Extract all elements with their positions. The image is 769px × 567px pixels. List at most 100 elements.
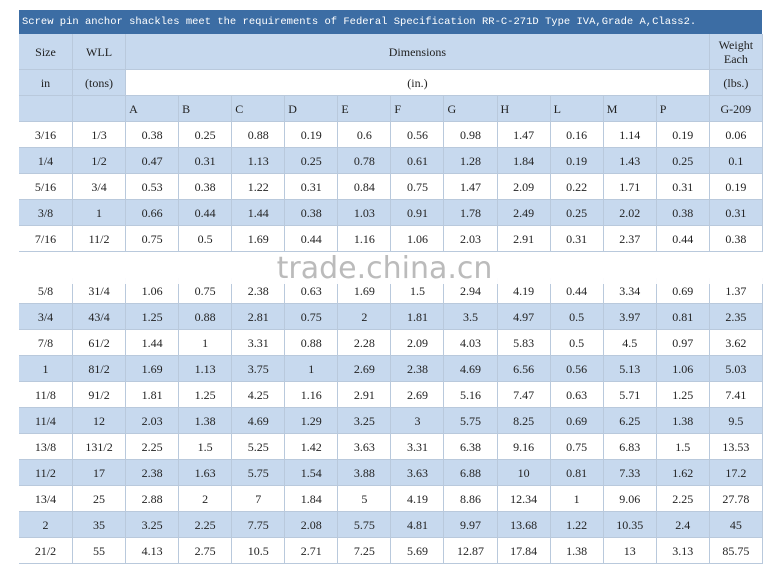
table-cell: 2.91 bbox=[338, 382, 392, 408]
table-cell: 1.47 bbox=[444, 174, 498, 200]
table-cell: 0.63 bbox=[550, 382, 604, 408]
table-cell: 1.03 bbox=[338, 200, 392, 226]
table-cell: 4.19 bbox=[497, 278, 551, 304]
table-cell: 0.19 bbox=[656, 122, 710, 148]
table-cell: 0.75 bbox=[550, 434, 604, 460]
column-label: G-209 bbox=[709, 96, 763, 122]
unit-cell: in bbox=[19, 70, 73, 96]
table-cell: 0.47 bbox=[126, 148, 180, 174]
table-cell: 0.38 bbox=[709, 226, 763, 252]
table-cell: 2.69 bbox=[391, 382, 445, 408]
table-cell: 2.25 bbox=[126, 434, 180, 460]
table-cell: 1.22 bbox=[232, 174, 286, 200]
table-cell: 81/2 bbox=[73, 356, 127, 382]
table-cell: 1.16 bbox=[285, 382, 339, 408]
table-cell: 1 bbox=[179, 330, 233, 356]
table-cell: 0.91 bbox=[391, 200, 445, 226]
table-cell: 0.44 bbox=[179, 200, 233, 226]
table-cell: 0.56 bbox=[550, 356, 604, 382]
table-cell: 11/2 bbox=[73, 226, 127, 252]
table-cell: 3.97 bbox=[603, 304, 657, 330]
column-cell bbox=[19, 96, 73, 122]
table-cell: 3.75 bbox=[232, 356, 286, 382]
table-cell: 1.81 bbox=[391, 304, 445, 330]
table-cell: 13.53 bbox=[709, 434, 763, 460]
table-cell: 2.94 bbox=[444, 278, 498, 304]
table-cell: 55 bbox=[73, 538, 127, 564]
unit-cell: (tons) bbox=[73, 70, 127, 96]
table-cell: 5.03 bbox=[709, 356, 763, 382]
table-cell: 0.5 bbox=[550, 330, 604, 356]
table-cell: 5.75 bbox=[232, 460, 286, 486]
table-cell: 45 bbox=[709, 512, 763, 538]
table-cell: 0.75 bbox=[126, 226, 180, 252]
table-cell: 0.31 bbox=[656, 174, 710, 200]
table-cell: 0.38 bbox=[179, 174, 233, 200]
table-cell: 0.75 bbox=[285, 304, 339, 330]
table-cell: 1.78 bbox=[444, 200, 498, 226]
table-cell: 4.03 bbox=[444, 330, 498, 356]
table-cell: 4.69 bbox=[444, 356, 498, 382]
header-cell: Size bbox=[19, 34, 73, 70]
table-cell: 17.2 bbox=[709, 460, 763, 486]
table-cell: 6.56 bbox=[497, 356, 551, 382]
table-cell: 2 bbox=[338, 304, 392, 330]
table-cell: 5.83 bbox=[497, 330, 551, 356]
table-cell: 3.25 bbox=[126, 512, 180, 538]
table-cell: 1.29 bbox=[285, 408, 339, 434]
table-cell: 7.33 bbox=[603, 460, 657, 486]
table-cell: 1.81 bbox=[126, 382, 180, 408]
table-cell: 91/2 bbox=[73, 382, 127, 408]
table-cell: 0.6 bbox=[338, 122, 392, 148]
table-cell: 0.69 bbox=[550, 408, 604, 434]
table-cell: 5.75 bbox=[338, 512, 392, 538]
table-cell: 0.98 bbox=[444, 122, 498, 148]
column-label: A bbox=[126, 96, 180, 122]
table-cell: 0.31 bbox=[550, 226, 604, 252]
table-cell: 1 bbox=[73, 200, 127, 226]
table-cell: 1.5 bbox=[179, 434, 233, 460]
header-cell: Weight Each bbox=[709, 34, 763, 70]
table-cell: 0.19 bbox=[550, 148, 604, 174]
table-cell: 2.38 bbox=[232, 278, 286, 304]
table-cell: 2.02 bbox=[603, 200, 657, 226]
table-cell: 2.37 bbox=[603, 226, 657, 252]
table-cell: 0.88 bbox=[179, 304, 233, 330]
table-cell: 3/4 bbox=[19, 304, 73, 330]
column-label: E bbox=[338, 96, 392, 122]
column-label: C bbox=[232, 96, 286, 122]
table-cell: 0.61 bbox=[391, 148, 445, 174]
table-cell: 2.49 bbox=[497, 200, 551, 226]
table-cell: 25 bbox=[73, 486, 127, 512]
table-cell: 0.44 bbox=[656, 226, 710, 252]
table-cell: 0.19 bbox=[285, 122, 339, 148]
table-cell: 1.25 bbox=[179, 382, 233, 408]
column-label: M bbox=[603, 96, 657, 122]
table-cell: 0.66 bbox=[126, 200, 180, 226]
table-cell: 1.25 bbox=[656, 382, 710, 408]
table-cell: 0.38 bbox=[656, 200, 710, 226]
table-cell: 1.63 bbox=[179, 460, 233, 486]
table-cell: 0.16 bbox=[550, 122, 604, 148]
table-cell: 1 bbox=[285, 356, 339, 382]
table-cell: 0.19 bbox=[709, 174, 763, 200]
table-cell: 4.81 bbox=[391, 512, 445, 538]
table-cell: 131/2 bbox=[73, 434, 127, 460]
table-cell: 7.47 bbox=[497, 382, 551, 408]
table-cell: 2.09 bbox=[391, 330, 445, 356]
table-cell: 9.16 bbox=[497, 434, 551, 460]
table-cell: 5/8 bbox=[19, 278, 73, 304]
table-cell: 3.63 bbox=[338, 434, 392, 460]
table-cell: 2.03 bbox=[444, 226, 498, 252]
table-cell: 1.38 bbox=[179, 408, 233, 434]
table-cell: 4.5 bbox=[603, 330, 657, 356]
table-cell: 1.25 bbox=[126, 304, 180, 330]
table-cell: 1/4 bbox=[19, 148, 73, 174]
table-cell: 1.69 bbox=[338, 278, 392, 304]
table-cell: 9.97 bbox=[444, 512, 498, 538]
table-cell: 1.71 bbox=[603, 174, 657, 200]
table-cell: 0.69 bbox=[656, 278, 710, 304]
table-cell: 0.06 bbox=[709, 122, 763, 148]
table-cell: 5.69 bbox=[391, 538, 445, 564]
table-cell: 85.75 bbox=[709, 538, 763, 564]
